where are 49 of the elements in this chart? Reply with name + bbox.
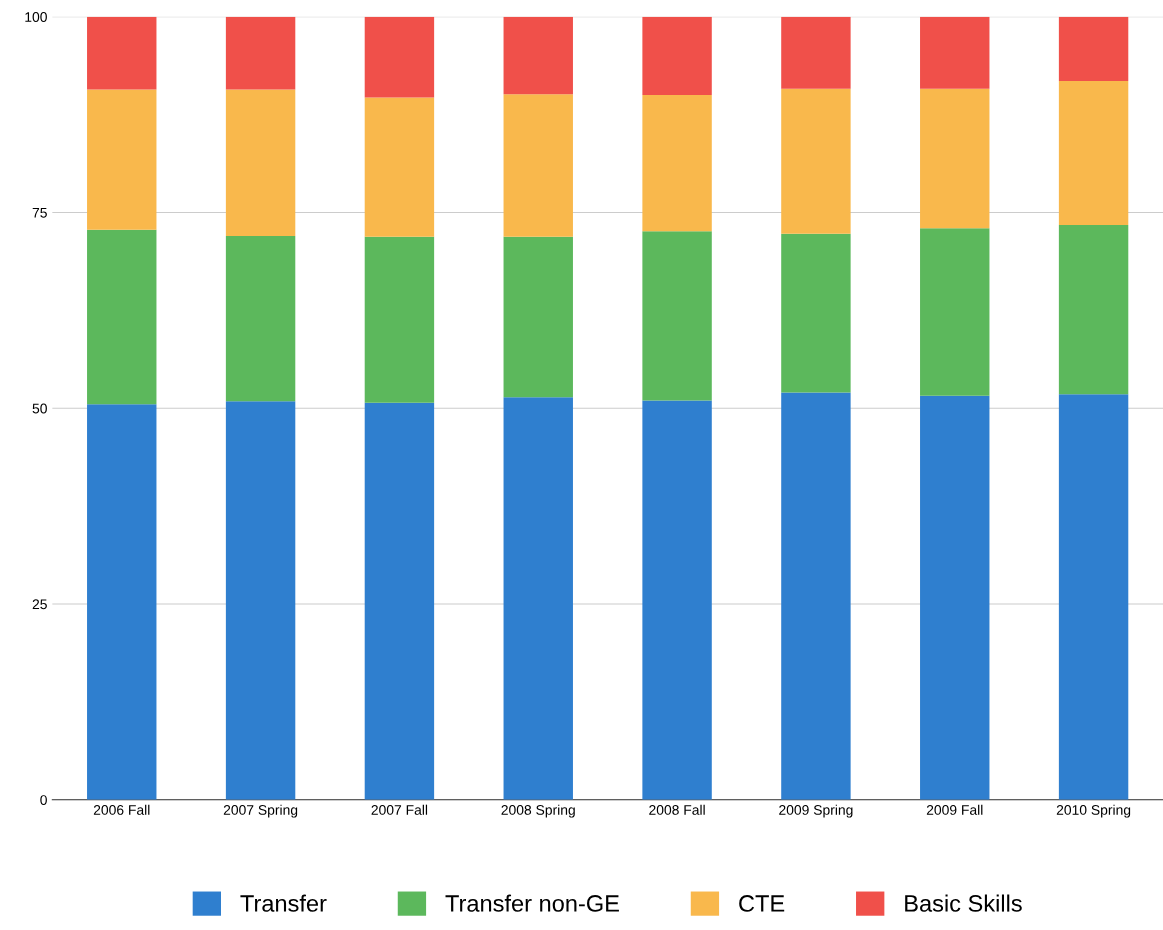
bar — [87, 229, 157, 405]
bar — [503, 16, 573, 95]
bar — [781, 233, 851, 393]
bar — [920, 16, 990, 89]
bar — [781, 88, 851, 234]
bar — [781, 392, 851, 800]
x-tick-label: 2009 Spring — [779, 804, 853, 818]
x-tick-label: 2009 Fall — [926, 804, 983, 815]
bar — [364, 402, 435, 800]
x-tick-label: 2006 Fall — [93, 804, 150, 815]
bar — [364, 97, 435, 237]
bar — [642, 16, 712, 96]
legend-label: Transfer — [240, 894, 327, 912]
bar — [87, 89, 157, 230]
bar — [87, 16, 157, 90]
bar — [225, 401, 296, 800]
legend-label: CTE — [739, 895, 785, 912]
bar — [503, 236, 573, 398]
bar — [503, 94, 573, 237]
bar — [225, 89, 296, 236]
y-tick-label: 50 — [32, 403, 47, 414]
x-tick-label: 2007 Fall — [371, 804, 428, 815]
bar — [781, 16, 851, 89]
bar — [225, 16, 296, 90]
y-tick-label: 100 — [25, 12, 47, 22]
x-tick-label: 2008 Spring — [501, 804, 575, 818]
bar — [1058, 225, 1129, 395]
bar — [1058, 80, 1129, 226]
bar — [364, 236, 435, 403]
y-tick-label: 25 — [32, 599, 47, 610]
bar — [920, 88, 990, 229]
legend-label: Transfer non-GE — [445, 894, 619, 912]
y-tick-label: 75 — [32, 207, 47, 218]
y-tick-label: 0 — [40, 795, 47, 805]
bar — [225, 236, 296, 402]
bar — [87, 404, 157, 800]
bar — [1058, 394, 1129, 800]
x-tick-label: 2008 Fall — [649, 804, 705, 815]
x-tick-label: 2010 Spring — [1056, 804, 1131, 818]
bar — [642, 400, 712, 800]
bar — [920, 228, 990, 396]
bar — [642, 95, 712, 232]
bar — [920, 395, 990, 800]
bar — [642, 231, 712, 401]
bar — [1058, 16, 1129, 81]
bar — [364, 16, 435, 98]
x-tick-label: 2007 Spring — [223, 804, 298, 818]
legend-label: Basic Skills — [905, 894, 1022, 912]
bar — [503, 397, 573, 800]
